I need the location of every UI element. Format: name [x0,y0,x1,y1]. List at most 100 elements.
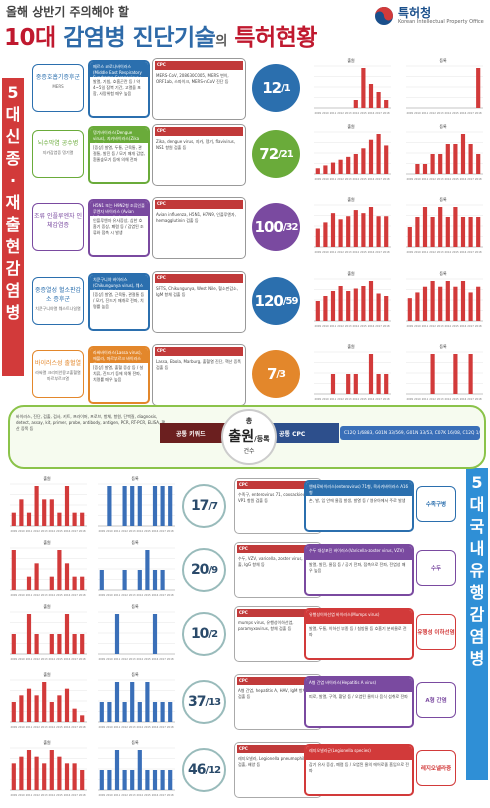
mini-charts: 출원 2009 2010 2011 2012 2013 2014 2015 2016 2017 20… [306,197,486,261]
chart-bar [346,216,351,247]
chart-bar [130,682,135,722]
banner-char: 신 [5,127,21,146]
patent-count-circle: 17/7 [182,484,226,528]
tick-label: 2009 [10,725,17,729]
patent-count-circle: 12/1 [252,64,300,112]
chart-bar [137,486,142,526]
mini-bar-chart: 출원 2009 2010 2011 2012 2013 2014 2015 2016 2017 20… [4,540,90,602]
tick-label: 2011 [114,725,121,729]
mini-chart-svg: 2009 2010 2011 2012 2013 2014 2015 2016 2017 2018 [10,679,87,729]
tick-label: 2012 [121,657,128,661]
tick-label: 2018 [79,725,86,729]
disease-label: 수두 [416,550,456,586]
tick-label: 2011 [422,111,429,115]
chart-bar [130,486,135,526]
mini-chart-title: 등록 [131,672,139,677]
chart-bar [422,286,428,321]
chart-bar [361,68,366,108]
pathogen-title: 치쿤구니야 바이러스(Chikungunya virus), 웨스트나일 바이러… [90,275,148,294]
chart-bar [57,756,62,790]
cpc-card-body: A형 간염, hepatitis A, HAV, IgM 항체, 항원 검출 등 [238,688,317,699]
cpc-card-body: Zika, dengue virus, 지카, 뎅기, flavivirus, … [156,139,235,150]
tick-label: 2017 [71,593,78,597]
tick-label: 2010 [106,657,113,661]
tick-label: 2012 [337,177,344,181]
chart-bar [72,576,77,590]
cpc-card-header: CPC [155,127,243,136]
pathogen-card: 메르스 코로나바이러스(Middle East Respiratory Synd… [88,60,150,118]
disease-subname: MERS [52,84,64,89]
chart-bar [152,702,158,722]
tick-label: 2017 [71,657,78,661]
chart-bar [152,486,158,526]
mini-bar-chart: 출원 2009 2010 2011 2012 2013 2014 2015 2016 2017 20… [308,124,394,186]
mini-bar-chart: 출원 2009 2010 2011 2012 2013 2014 2015 2016 2017 20… [4,740,90,802]
chart-bar [323,222,328,247]
chart-bar [476,217,481,247]
chart-bar [19,499,24,526]
mini-bar-chart: 등록 2009 2010 2011 2012 2013 2014 2015 2016 2017 20… [400,344,486,406]
banner-char: 국 [469,517,485,536]
tick-label: 2009 [98,793,105,797]
chart-bar [26,750,32,790]
chart-bar [160,570,165,590]
mini-chart-svg: 2009 2010 2011 2012 2013 2014 2015 2016 2017 2018 [98,611,175,661]
disease-label: 유행성 이하선염 [416,614,456,650]
tick-label: 2012 [429,324,436,328]
mini-charts: 출원 2009 2010 2011 2012 2013 2014 2015 2016 2017 20… [4,476,184,540]
mini-charts: 출원 2009 2010 2011 2012 2013 2014 2015 2016 2017 20… [306,58,486,122]
mini-chart-title: 출원 [347,197,355,202]
mini-chart-title: 등록 [439,197,447,202]
cpc-card-header: CPC [237,609,319,617]
tick-label: 2018 [167,657,174,661]
apply-count: 10 [190,626,210,642]
common-summary-row: 바이러스, 진단, 검출, 검사, 키트, 프라이머, 프로브, 항체, 항원,… [8,405,486,469]
tick-label: 2011 [330,250,337,254]
mini-bar-chart: 출원 2009 2010 2011 2012 2013 2014 2015 2016 2017 20… [4,604,90,666]
tick-label: 2017 [375,111,382,115]
total-label-a: 총 [245,417,253,425]
tick-label: 2015 [360,324,367,328]
chart-bar [438,286,443,321]
mini-bar-chart: 출원 2009 2010 2011 2012 2013 2014 2015 2016 2017 20… [4,672,90,734]
tick-label: 2011 [114,657,121,661]
tick-label: 2016 [152,793,159,797]
chart-bar [323,165,328,174]
chart-bar [361,148,366,174]
mini-chart-title: 등록 [131,604,139,609]
chart-bar [34,756,39,790]
pathogen-card: 라싸바이러스(Lassa virus), 에볼라, 마르부르크 바이러스 등 [증… [88,346,150,404]
chart-bar [384,145,389,174]
tick-label: 2014 [444,324,451,328]
tick-label: 2015 [360,250,367,254]
pathogen-description: [증상] 발열, 근육통, 관절통 등 / 모기, 진드기 매개로 전파, 치명… [93,292,145,309]
tick-label: 2015 [56,529,63,533]
disease-label: 수족구병 [416,486,456,522]
tick-label: 2012 [429,111,436,115]
mini-chart-svg: 2009 2010 2011 2012 2013 2014 2015 2016 2017 2018 [314,131,391,181]
tick-label: 2018 [475,324,482,328]
chart-bar [57,695,62,722]
chart-bar [468,354,473,394]
banner-char: 5 [7,83,19,102]
chart-bar [468,217,473,247]
tick-label: 2009 [98,657,105,661]
mini-chart-svg: 2009 2010 2011 2012 2013 2014 2015 2016 2017 2018 [406,278,483,328]
register-count: /2 [208,628,218,640]
pathogen-description: [증상] 발열, 두통, 근육통, 관절통, 발진 등 / 모기 매개 감염, … [93,145,145,162]
banner-char: 감 [469,605,485,624]
tick-label: 2013 [437,177,444,181]
tick-label: 2013 [41,725,48,729]
chart-bar [430,154,435,174]
cpc-card-header: CPC [237,745,319,753]
patent-count-circle: 10/2 [182,612,226,656]
chart-bar [453,207,458,247]
chart-bar [415,217,420,247]
pathogen-title: 라싸바이러스(Lassa virus), 에볼라, 마르부르크 바이러스 등 [90,348,148,367]
tick-label: 2009 [314,397,321,401]
chart-bar [368,281,374,321]
tick-label: 2016 [368,324,375,328]
tick-label: 2014 [48,657,55,661]
tick-label: 2018 [475,250,482,254]
tick-label: 2016 [152,529,159,533]
